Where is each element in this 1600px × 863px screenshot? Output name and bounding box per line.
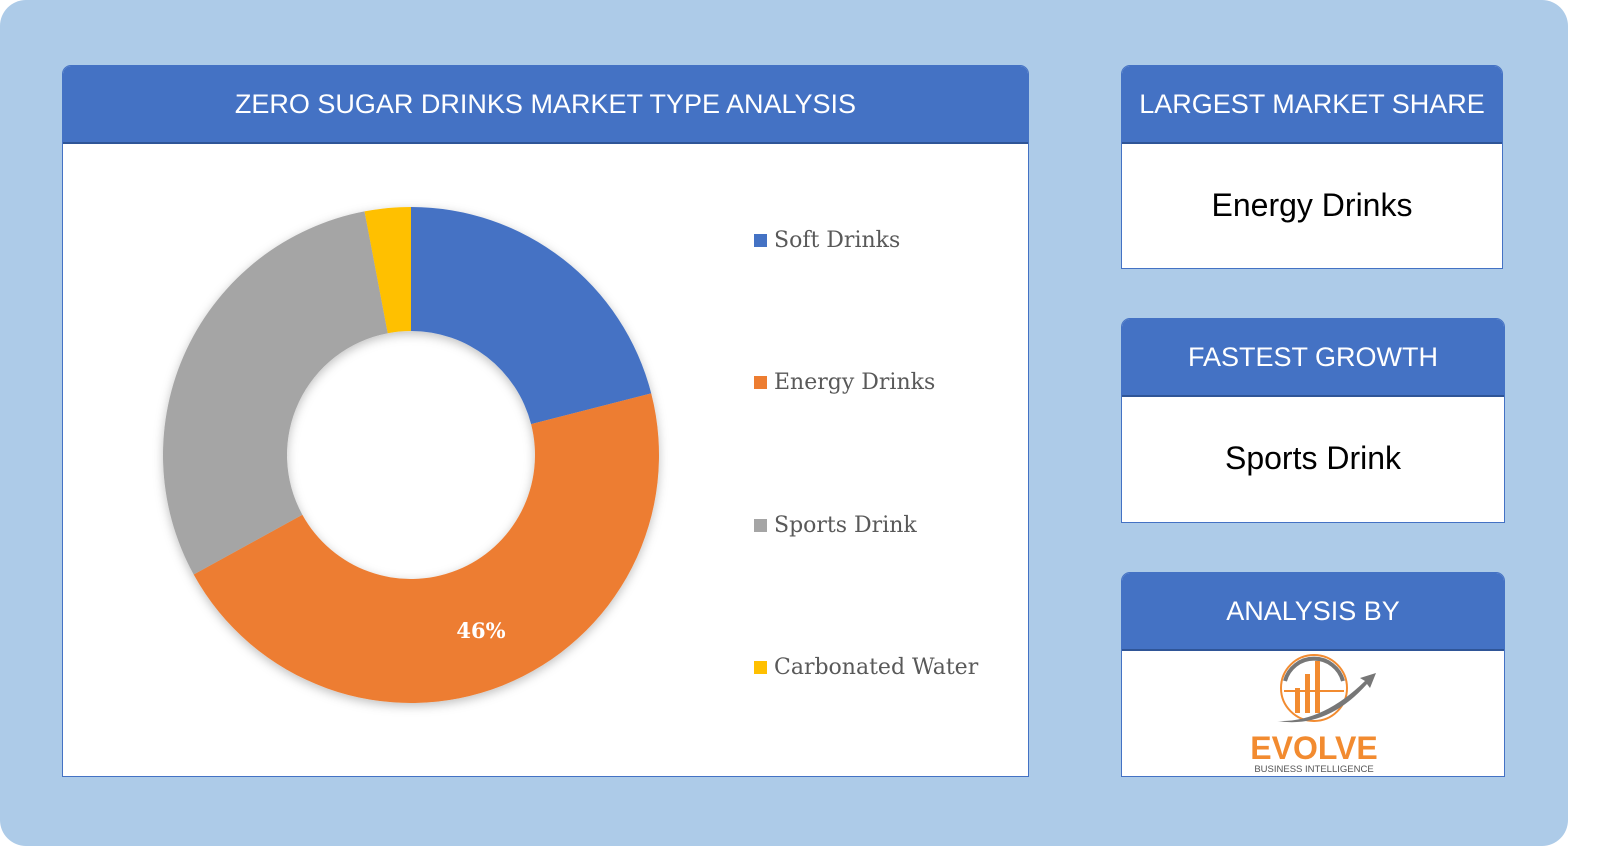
chart-title: ZERO SUGAR DRINKS MARKET TYPE ANALYSIS [63,66,1028,144]
fastest-growth-card: FASTEST GROWTH Sports Drink [1121,318,1505,523]
legend-label: Energy Drinks [774,370,936,395]
card-title: LARGEST MARKET SHARE [1122,66,1502,144]
legend-item-carbonated-water: Carbonated Water [754,655,978,680]
card-title: ANALYSIS BY [1122,573,1504,651]
card-value: Energy Drinks [1211,186,1413,223]
evolve-logo: EVOLVE BUSINESS INTELLIGENCE [1122,651,1504,777]
legend-swatch [754,376,767,389]
legend-label: Sports Drink [774,513,917,538]
logo-text: EVOLVE [1250,730,1377,766]
logo-subtext: BUSINESS INTELLIGENCE [1254,764,1373,775]
legend-item-energy-drinks: Energy Drinks [754,370,935,395]
logo-graphic-icon: EVOLVE BUSINESS INTELLIGENCE [1250,654,1378,775]
largest-market-share-card: LARGEST MARKET SHARE Energy Drinks [1121,65,1503,269]
card-value: Sports Drink [1224,440,1402,476]
card-title: FASTEST GROWTH [1122,319,1504,397]
legend-swatch [754,661,767,674]
legend-item-sports-drink: Sports Drink [754,513,917,538]
legend-label: Soft Drinks [774,228,901,253]
legend-swatch [754,234,767,247]
legend-label: Carbonated Water [774,655,979,680]
legend-swatch [754,519,767,532]
analysis-by-card: ANALYSIS BY EVOLVE BUSINESS INTELLIGENCE [1121,572,1505,777]
legend-item-soft-drinks: Soft Drinks [754,228,900,253]
